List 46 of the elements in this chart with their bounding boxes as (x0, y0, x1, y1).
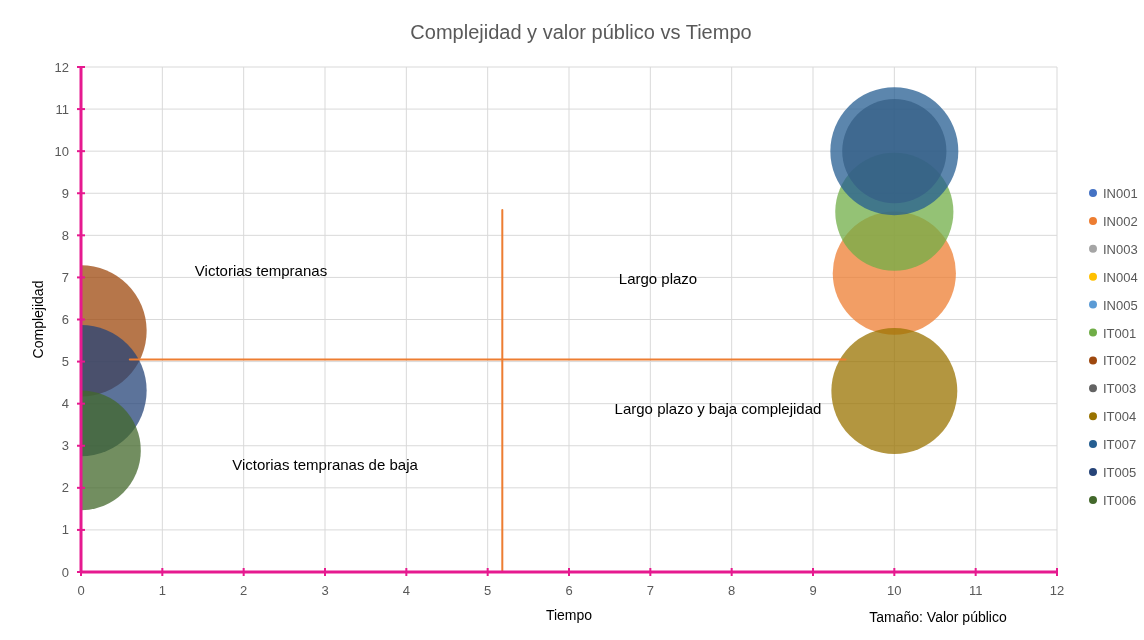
y-tick-label: 1 (61, 522, 69, 538)
x-axis-title: Tiempo (545, 607, 593, 623)
chart-title: Complejidad y valor público vs Tiempo (410, 21, 752, 43)
y-tick-label: 8 (61, 227, 69, 243)
legend-label: IN003 (1103, 241, 1138, 257)
y-tick-label: 11 (55, 101, 69, 117)
legend-label: IN005 (1103, 297, 1138, 313)
legend-label: IN004 (1103, 269, 1138, 285)
x-tick-label: 2 (240, 583, 248, 598)
x-tick-label: 0 (77, 583, 85, 598)
y-tick-label: 3 (61, 438, 69, 454)
legend-label: IT005 (1103, 465, 1137, 480)
x-tick-label: 3 (321, 583, 329, 598)
y-tick-label: 6 (61, 312, 69, 327)
x-tick-label: 7 (646, 583, 654, 598)
legend-label: IT004 (1103, 409, 1137, 425)
y-tick-label: 2 (61, 480, 69, 496)
y-tick-label: 4 (61, 396, 69, 412)
x-tick-label: 8 (728, 583, 736, 598)
annotation: Largo plazo y baja complejidad (614, 400, 822, 417)
legend-label: IN001 (1103, 186, 1138, 201)
x-tick-label: 9 (809, 583, 817, 598)
y-axis-title: Complejidad (30, 280, 46, 359)
legend-label: IN002 (1103, 213, 1138, 229)
y-tick-label: 9 (61, 185, 69, 201)
y-tick-label: 7 (61, 269, 69, 285)
x-tick-label: 6 (565, 583, 573, 598)
y-tick-label: 10 (54, 143, 69, 159)
annotation: Victorias tempranas de baja (232, 456, 419, 473)
x-tick-label: 11 (968, 583, 983, 598)
y-tick-label: 5 (61, 354, 69, 370)
legend-label: IT007 (1103, 437, 1137, 453)
legend-label: IT003 (1103, 381, 1137, 397)
legend-label: IT002 (1103, 353, 1137, 369)
annotation: Victorias tempranas (194, 262, 328, 279)
x-tick-label: 4 (402, 583, 410, 598)
annotation: Largo plazo (618, 270, 698, 287)
y-tick-label: 12 (54, 59, 69, 75)
legend-label: IT001 (1103, 325, 1137, 341)
x-tick-label: 5 (484, 583, 492, 598)
y-tick-label: 0 (61, 564, 69, 580)
legend-label: IT006 (1103, 492, 1137, 508)
text: Tamaño: Valor público (869, 609, 1007, 625)
x-tick-label: 12 (1049, 583, 1065, 598)
x-tick-label: 1 (158, 583, 166, 598)
x-tick-label: 10 (887, 583, 902, 598)
